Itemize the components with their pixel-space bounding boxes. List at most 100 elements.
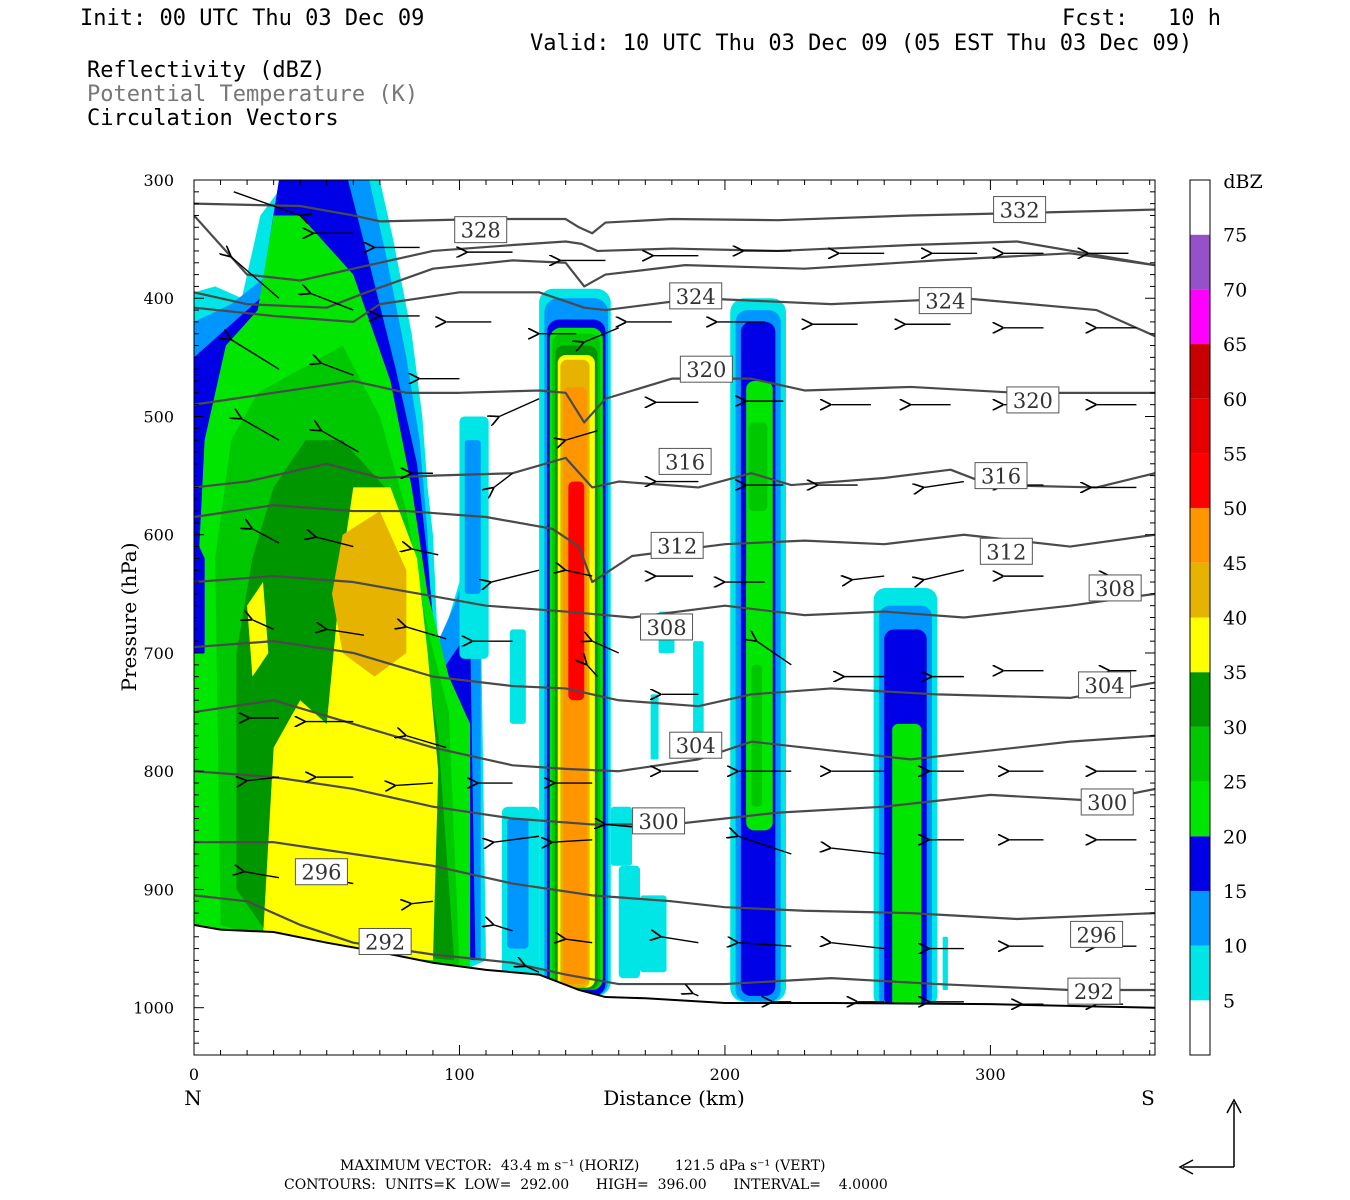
theta-label-text: 332 (1000, 199, 1040, 223)
theta-contour-line (194, 699, 1155, 773)
circulation-vector (738, 943, 792, 947)
refl-25-cell (748, 422, 768, 512)
max-horiz: 43.4 m s⁻¹ (HORIZ) (500, 1158, 640, 1174)
terrain-fill (194, 924, 1155, 1055)
theta-label-box (979, 537, 1033, 565)
refl-20-cell (892, 723, 922, 1008)
theta-label-text: 324 (925, 290, 965, 314)
circulation-vector (852, 576, 885, 580)
theta-label-box (974, 462, 1028, 490)
x-right-label: S (1141, 1086, 1155, 1110)
circulation-vector (491, 569, 540, 582)
colorbar-tick-label: 15 (1223, 881, 1247, 903)
colorbar-segment (1190, 289, 1210, 345)
theta-label-box (1067, 977, 1121, 1005)
circulation-vector (494, 835, 540, 842)
theta-label-text: 300 (639, 810, 679, 834)
colorbar-segment (1190, 508, 1210, 563)
theta-label-box (454, 216, 508, 244)
colorbar-segment (1190, 781, 1210, 837)
colorbar-segment (1190, 398, 1210, 454)
colorbar-segment (1190, 1000, 1210, 1055)
theta-label: 300 (632, 807, 686, 835)
theta-label-box (669, 282, 723, 310)
x-axis-label: Distance (km) (603, 1086, 745, 1110)
colorbar-tick-label: 70 (1223, 279, 1247, 301)
refl-5-cell (610, 806, 633, 866)
reference-vector-icon (1178, 1098, 1242, 1175)
theta-label-text: 324 (676, 285, 716, 309)
circulation-vector (494, 925, 513, 932)
theta-label: 320 (679, 355, 733, 383)
colorbar-segment (1190, 344, 1210, 399)
colorbar-tick-label: 45 (1223, 553, 1247, 575)
theta-contour-line (194, 640, 1155, 708)
circulation-vector (233, 191, 300, 216)
x-tick-label: 300 (975, 1065, 1006, 1084)
colorbar-tick-label: 20 (1223, 826, 1247, 848)
theta-label-text: 312 (657, 534, 697, 558)
theta-label-box (294, 858, 348, 886)
x-tick-label: 0 (189, 1065, 199, 1084)
circulation-vector (526, 966, 540, 973)
colorbar-segment (1190, 945, 1210, 1001)
circulation-vector (566, 570, 593, 577)
refl-25-cell (751, 664, 763, 807)
field-vectors: Circulation Vectors (87, 106, 339, 131)
y-tick-label: 700 (143, 644, 174, 663)
theta-label-box (640, 613, 694, 641)
theta-label: 300 (1080, 788, 1134, 816)
colorbar-segment (1190, 617, 1210, 673)
refl-5-cell (693, 641, 704, 736)
circulation-vector (738, 836, 792, 855)
theta-contour-line (194, 456, 1155, 489)
circulation-vector (406, 627, 447, 640)
theta-label: 324 (918, 287, 972, 315)
refl-5-cell (509, 629, 526, 724)
theta-label: 316 (658, 447, 712, 475)
x-tick-label: 200 (710, 1065, 741, 1084)
circulation-vector (831, 943, 885, 950)
axes: 300 400 500 600 700 800 900 1000 0 100 200 300 (133, 171, 1155, 1084)
colorbar-segment (1190, 453, 1210, 509)
colorbar-tick-label: 55 (1223, 443, 1247, 465)
colorbar-tick-label: 65 (1223, 334, 1247, 356)
circulation-vector (412, 901, 434, 903)
theta-contour-line (194, 894, 1155, 992)
theta-contour-line (194, 504, 1155, 584)
colorbar-unit: dBZ (1223, 171, 1262, 193)
circulation-vector (311, 294, 354, 311)
circulation-vector (592, 641, 620, 654)
circulation-vector (494, 472, 513, 487)
theta-label-box (358, 927, 412, 955)
theta-label: 312 (979, 537, 1033, 565)
colorbar-tick-label: 30 (1223, 717, 1247, 739)
theta-label: 304 (1078, 671, 1132, 699)
theta-label: 316 (974, 462, 1028, 490)
colorbar-tick-label: 5 (1223, 990, 1235, 1012)
theta-label-box (650, 531, 704, 559)
theta-label-box (1006, 386, 1060, 414)
circulation-vector (231, 340, 280, 370)
x-left-label: N (184, 1086, 202, 1110)
y-tick-label: 500 (143, 407, 174, 426)
circulation-vector (566, 430, 598, 440)
colorbar-tick-label: 50 (1223, 498, 1247, 520)
circulation-vector (316, 537, 354, 548)
colorbar: 5 10 15 20 25 30 35 40 45 50 55 60 65 70 75 (1189, 179, 1247, 1056)
refl-5-cell (618, 865, 640, 979)
theta-label-box (658, 447, 712, 475)
theta-label: 292 (358, 927, 412, 955)
theta-label: 308 (640, 613, 694, 641)
refl-15-region (194, 534, 205, 653)
refl-5-cell (639, 895, 667, 973)
theta-label: 328 (454, 216, 508, 244)
refl-5-cell (650, 694, 659, 760)
y-tick-label: 800 (143, 762, 174, 781)
colorbar-tick-label: 60 (1223, 389, 1247, 411)
theta-label: 312 (650, 531, 704, 559)
theta-label: 324 (669, 282, 723, 310)
max-vert: 121.5 dPa s⁻¹ (VERT) (674, 1158, 826, 1174)
theta-contour-line (194, 202, 1155, 235)
theta-label-text: 320 (1013, 389, 1053, 413)
